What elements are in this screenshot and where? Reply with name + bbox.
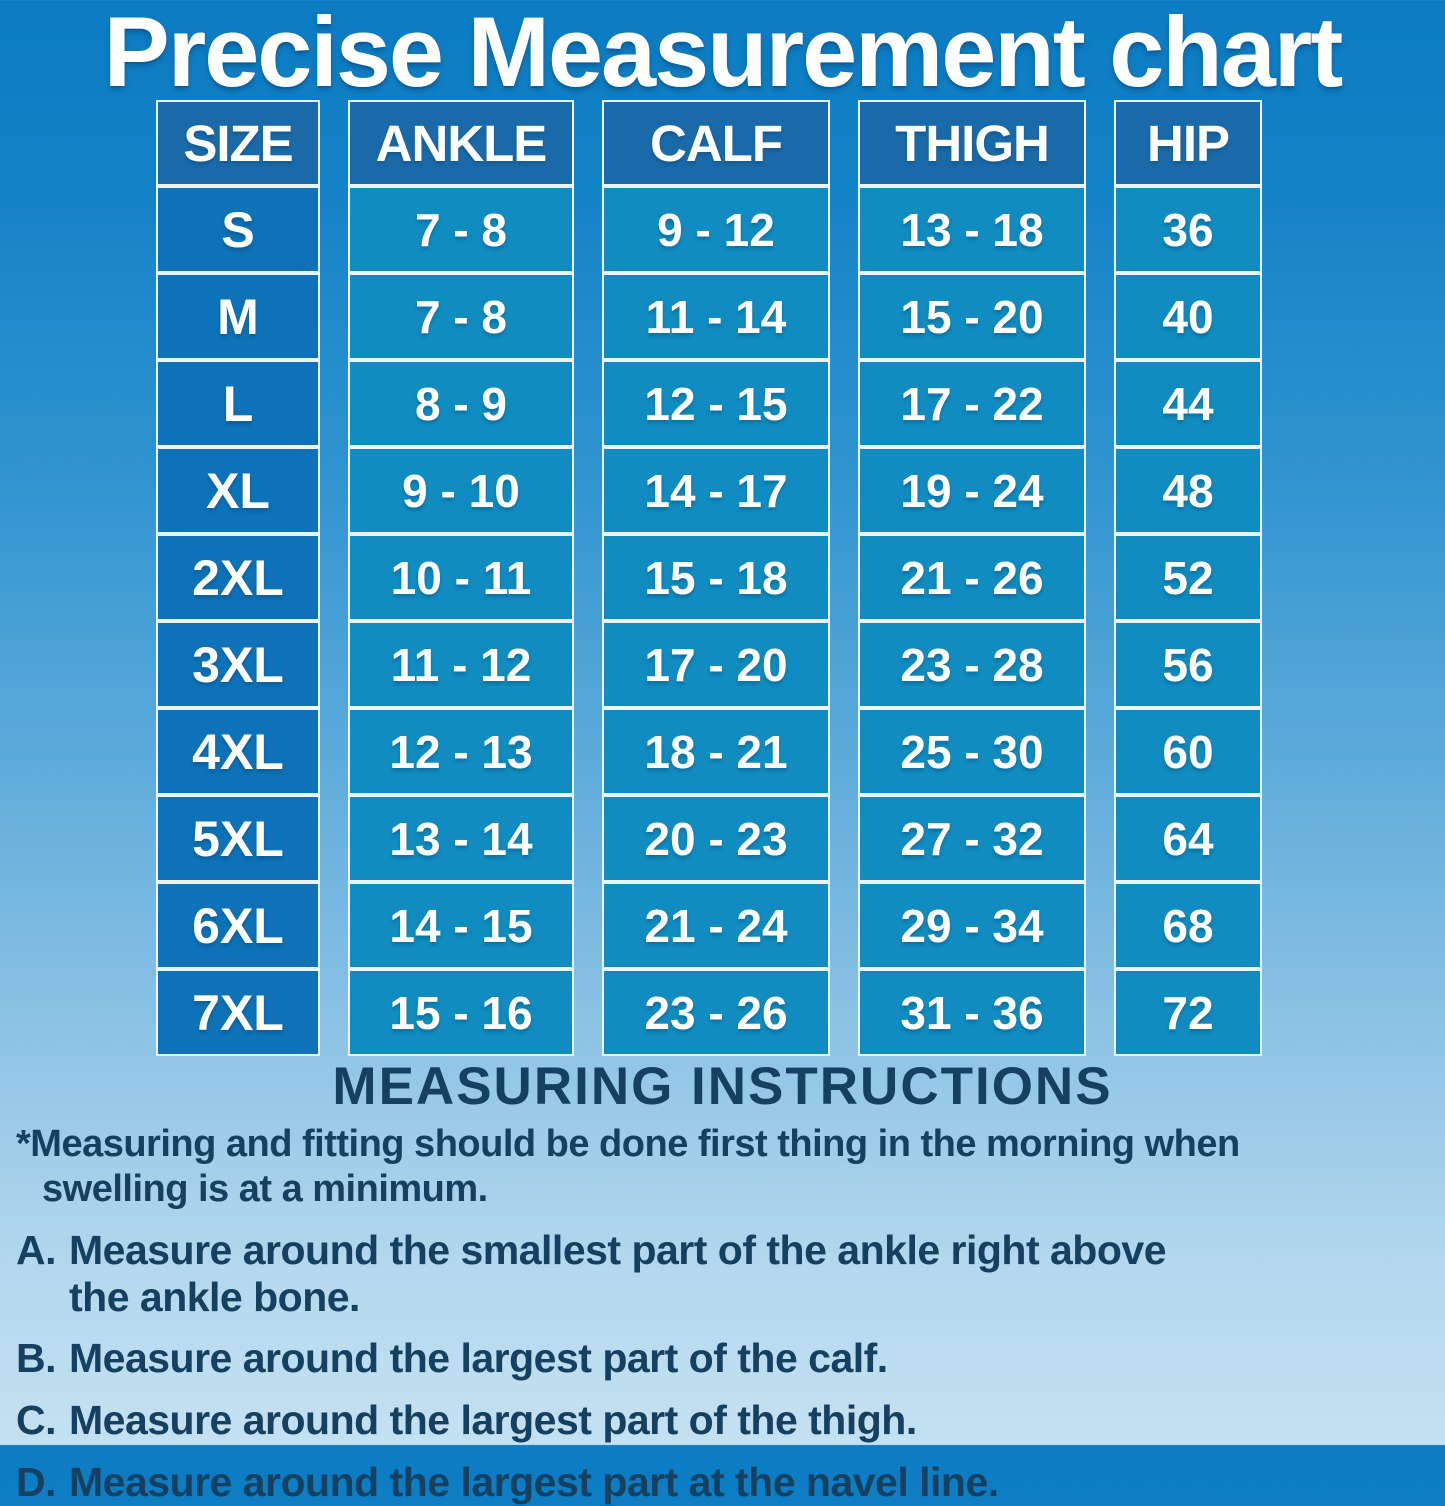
size-cell: M — [156, 273, 320, 360]
table-cell: 21 - 24 — [602, 882, 830, 969]
size-cell: L — [156, 360, 320, 447]
table-cell: 19 - 24 — [858, 447, 1086, 534]
table-cell: 20 - 23 — [602, 795, 830, 882]
table-cell: 25 - 30 — [858, 708, 1086, 795]
table-cell: 44 — [1114, 360, 1262, 447]
table-cell: 52 — [1114, 534, 1262, 621]
table-cell: 31 - 36 — [858, 969, 1086, 1056]
table-cell: 9 - 10 — [348, 447, 574, 534]
size-cell: 5XL — [156, 795, 320, 882]
table-cell: 8 - 9 — [348, 360, 574, 447]
table-cell: 56 — [1114, 621, 1262, 708]
instruction-item-b: B. Measure around the largest part of th… — [16, 1335, 1429, 1382]
measurement-table: SIZE ANKLE CALF THIGH HIP S 7 - 8 9 - 12… — [156, 100, 1262, 1056]
table-cell: 17 - 20 — [602, 621, 830, 708]
table-cell: 40 — [1114, 273, 1262, 360]
instruction-item-a: A. Measure around the smallest part of t… — [16, 1227, 1429, 1320]
instruction-text: Measure around the largest part at the n… — [69, 1458, 999, 1505]
size-cell: 2XL — [156, 534, 320, 621]
table-cell: 21 - 26 — [858, 534, 1086, 621]
header-cell-thigh: THIGH — [858, 100, 1086, 186]
measuring-instructions-section: MEASURING INSTRUCTIONS *Measuring and fi… — [16, 1057, 1429, 1506]
instruction-label: B. — [16, 1335, 57, 1382]
header-cell-size: SIZE — [156, 100, 320, 186]
header-cell-hip: HIP — [1114, 100, 1262, 186]
table-cell: 23 - 26 — [602, 969, 830, 1056]
table-cell: 64 — [1114, 795, 1262, 882]
table-cell: 15 - 20 — [858, 273, 1086, 360]
instructions-note: *Measuring and fitting should be done fi… — [16, 1123, 1240, 1211]
instructions-heading: MEASURING INSTRUCTIONS — [332, 1057, 1113, 1116]
table-cell: 17 - 22 — [858, 360, 1086, 447]
size-cell: XL — [156, 447, 320, 534]
header-cell-ankle: ANKLE — [348, 100, 574, 186]
table-cell: 15 - 18 — [602, 534, 830, 621]
instruction-label: A. — [16, 1226, 57, 1273]
size-cell: 7XL — [156, 969, 320, 1056]
table-cell: 14 - 15 — [348, 882, 574, 969]
table-cell: 23 - 28 — [858, 621, 1086, 708]
table-cell: 14 - 17 — [602, 447, 830, 534]
instruction-item-c: C. Measure around the largest part of th… — [16, 1397, 1429, 1444]
table-cell: 12 - 13 — [348, 708, 574, 795]
instruction-text: Measure around the largest part of the c… — [69, 1335, 888, 1382]
table-cell: 7 - 8 — [348, 186, 574, 273]
size-cell: 3XL — [156, 621, 320, 708]
table-cell: 13 - 18 — [858, 186, 1086, 273]
size-cell: 4XL — [156, 708, 320, 795]
page-title: Precise Measurement chart — [103, 0, 1344, 107]
table-cell: 10 - 11 — [348, 534, 574, 621]
table-cell: 11 - 14 — [602, 273, 830, 360]
size-cell: S — [156, 186, 320, 273]
table-cell: 11 - 12 — [348, 621, 574, 708]
table-cell: 68 — [1114, 882, 1262, 969]
instruction-text: Measure around the smallest part of the … — [69, 1226, 1167, 1320]
table-cell: 13 - 14 — [348, 795, 574, 882]
table-cell: 7 - 8 — [348, 273, 574, 360]
instruction-item-d: D. Measure around the largest part at th… — [16, 1459, 1429, 1506]
header-cell-calf: CALF — [602, 100, 830, 186]
table-cell: 12 - 15 — [602, 360, 830, 447]
table-cell: 29 - 34 — [858, 882, 1086, 969]
table-cell: 27 - 32 — [858, 795, 1086, 882]
table-cell: 72 — [1114, 969, 1262, 1056]
table-cell: 15 - 16 — [348, 969, 574, 1056]
table-cell: 9 - 12 — [602, 186, 830, 273]
table-cell: 36 — [1114, 186, 1262, 273]
table-cell: 60 — [1114, 708, 1262, 795]
table-cell: 48 — [1114, 447, 1262, 534]
instruction-label: D. — [16, 1458, 57, 1505]
instruction-label: C. — [16, 1397, 57, 1444]
size-cell: 6XL — [156, 882, 320, 969]
instruction-text: Measure around the largest part of the t… — [69, 1397, 917, 1444]
table-cell: 18 - 21 — [602, 708, 830, 795]
